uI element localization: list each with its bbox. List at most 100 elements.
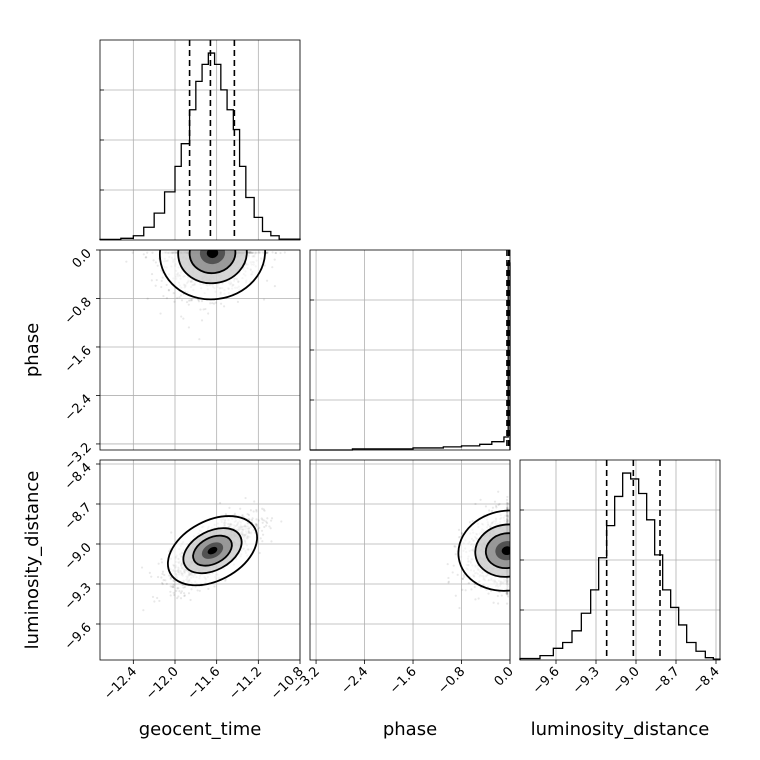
y-axis-label-luminosity_distance: luminosity_distance [22, 471, 43, 650]
sample-point [187, 592, 191, 595]
sample-point [213, 585, 216, 588]
sample-point [200, 319, 204, 322]
sample-point [202, 308, 205, 311]
sample-point [180, 299, 184, 302]
sample-point [160, 558, 163, 561]
frame-phase [309, 249, 511, 451]
ytick-label-phase-3: −0.8 [62, 295, 95, 328]
sample-point [153, 600, 156, 603]
sample-point [162, 294, 165, 298]
xtick-label-geocent_time-0: −12.4 [101, 664, 140, 703]
sample-point [261, 540, 264, 543]
sample-point [169, 576, 172, 579]
sample-point [488, 509, 491, 512]
sample-point [456, 573, 459, 576]
sample-point [279, 251, 282, 255]
sample-point [487, 592, 490, 595]
x-axis-luminosity_distance: −9.6 −9.3 −9.0 −8.7 −8.4 luminosity_distance [530, 660, 723, 740]
sample-point [207, 312, 210, 315]
sample-point [169, 590, 172, 593]
sample-point [233, 512, 237, 515]
sample-point [179, 591, 183, 595]
sample-point [506, 591, 509, 595]
sample-point [199, 308, 202, 311]
sample-point [474, 598, 477, 601]
sample-point [258, 526, 261, 529]
panel-content-2 [446, 490, 510, 610]
contour-0-1 [177, 250, 248, 285]
sample-point [256, 527, 260, 530]
sample-point [457, 536, 461, 539]
sample-point [185, 301, 189, 304]
xtick-label-luminosity_distance-4: −8.4 [690, 664, 723, 697]
sample-point [446, 563, 449, 566]
sample-point [249, 509, 252, 512]
sample-point [151, 595, 155, 599]
sample-point [495, 506, 498, 509]
sample-point [241, 513, 244, 517]
hist-panel-luminosity_distance [519, 459, 721, 661]
sample-point [144, 256, 147, 259]
sample-point [263, 519, 266, 522]
sample-point [160, 279, 163, 282]
sample-point [471, 519, 474, 523]
sample-point [493, 500, 497, 503]
sample-point [228, 506, 231, 509]
sample-point [256, 529, 259, 532]
sample-point [261, 521, 264, 524]
sample-point [262, 298, 266, 301]
sample-point [500, 594, 503, 597]
sample-point [506, 592, 509, 596]
sample-point [211, 301, 214, 305]
frame-pair-0 [99, 249, 301, 451]
sample-point [265, 524, 268, 527]
sample-point [189, 299, 192, 302]
sample-point [183, 594, 186, 597]
xtick-label-luminosity_distance-3: −8.7 [650, 664, 683, 697]
sample-point [161, 582, 164, 586]
sample-point [172, 584, 175, 587]
sample-point [266, 251, 269, 254]
xtick-label-phase-2: −1.6 [387, 664, 420, 697]
sample-point [172, 586, 175, 589]
sample-point [257, 519, 260, 522]
sample-point [197, 300, 201, 303]
sample-point [175, 589, 178, 592]
panel-content-1 [140, 496, 283, 612]
sample-point [269, 519, 273, 522]
sample-point [258, 551, 261, 555]
ytick-label-phase-2: −1.6 [62, 343, 95, 376]
sample-point [490, 509, 494, 513]
histogram-geocent_time [99, 52, 301, 241]
sample-point [461, 588, 464, 591]
sample-point [198, 589, 201, 592]
sample-point [506, 495, 509, 499]
frame-luminosity_distance [519, 459, 721, 661]
xtick-label-luminosity_distance-1: −9.3 [570, 664, 603, 697]
sample-point [214, 301, 217, 304]
sample-point [176, 597, 179, 600]
sample-point [236, 300, 240, 303]
frame-geocent_time [99, 39, 301, 241]
sample-point [224, 512, 227, 516]
xtick-label-phase-4: 0.0 [492, 664, 517, 689]
sample-point [154, 261, 157, 264]
sample-point [150, 279, 153, 282]
sample-point [506, 506, 509, 509]
sample-point [154, 284, 157, 287]
sample-point [262, 508, 265, 511]
sample-point [458, 606, 461, 610]
sample-point [255, 510, 258, 513]
sample-point [260, 517, 263, 520]
sample-point [173, 593, 176, 597]
sample-point [156, 264, 159, 267]
contour-2-1 [474, 523, 510, 578]
sample-point [182, 317, 185, 320]
sample-point [219, 302, 223, 305]
sample-point [265, 251, 268, 254]
sample-point [161, 276, 164, 279]
sample-point [187, 303, 190, 306]
sample-point [244, 496, 247, 500]
